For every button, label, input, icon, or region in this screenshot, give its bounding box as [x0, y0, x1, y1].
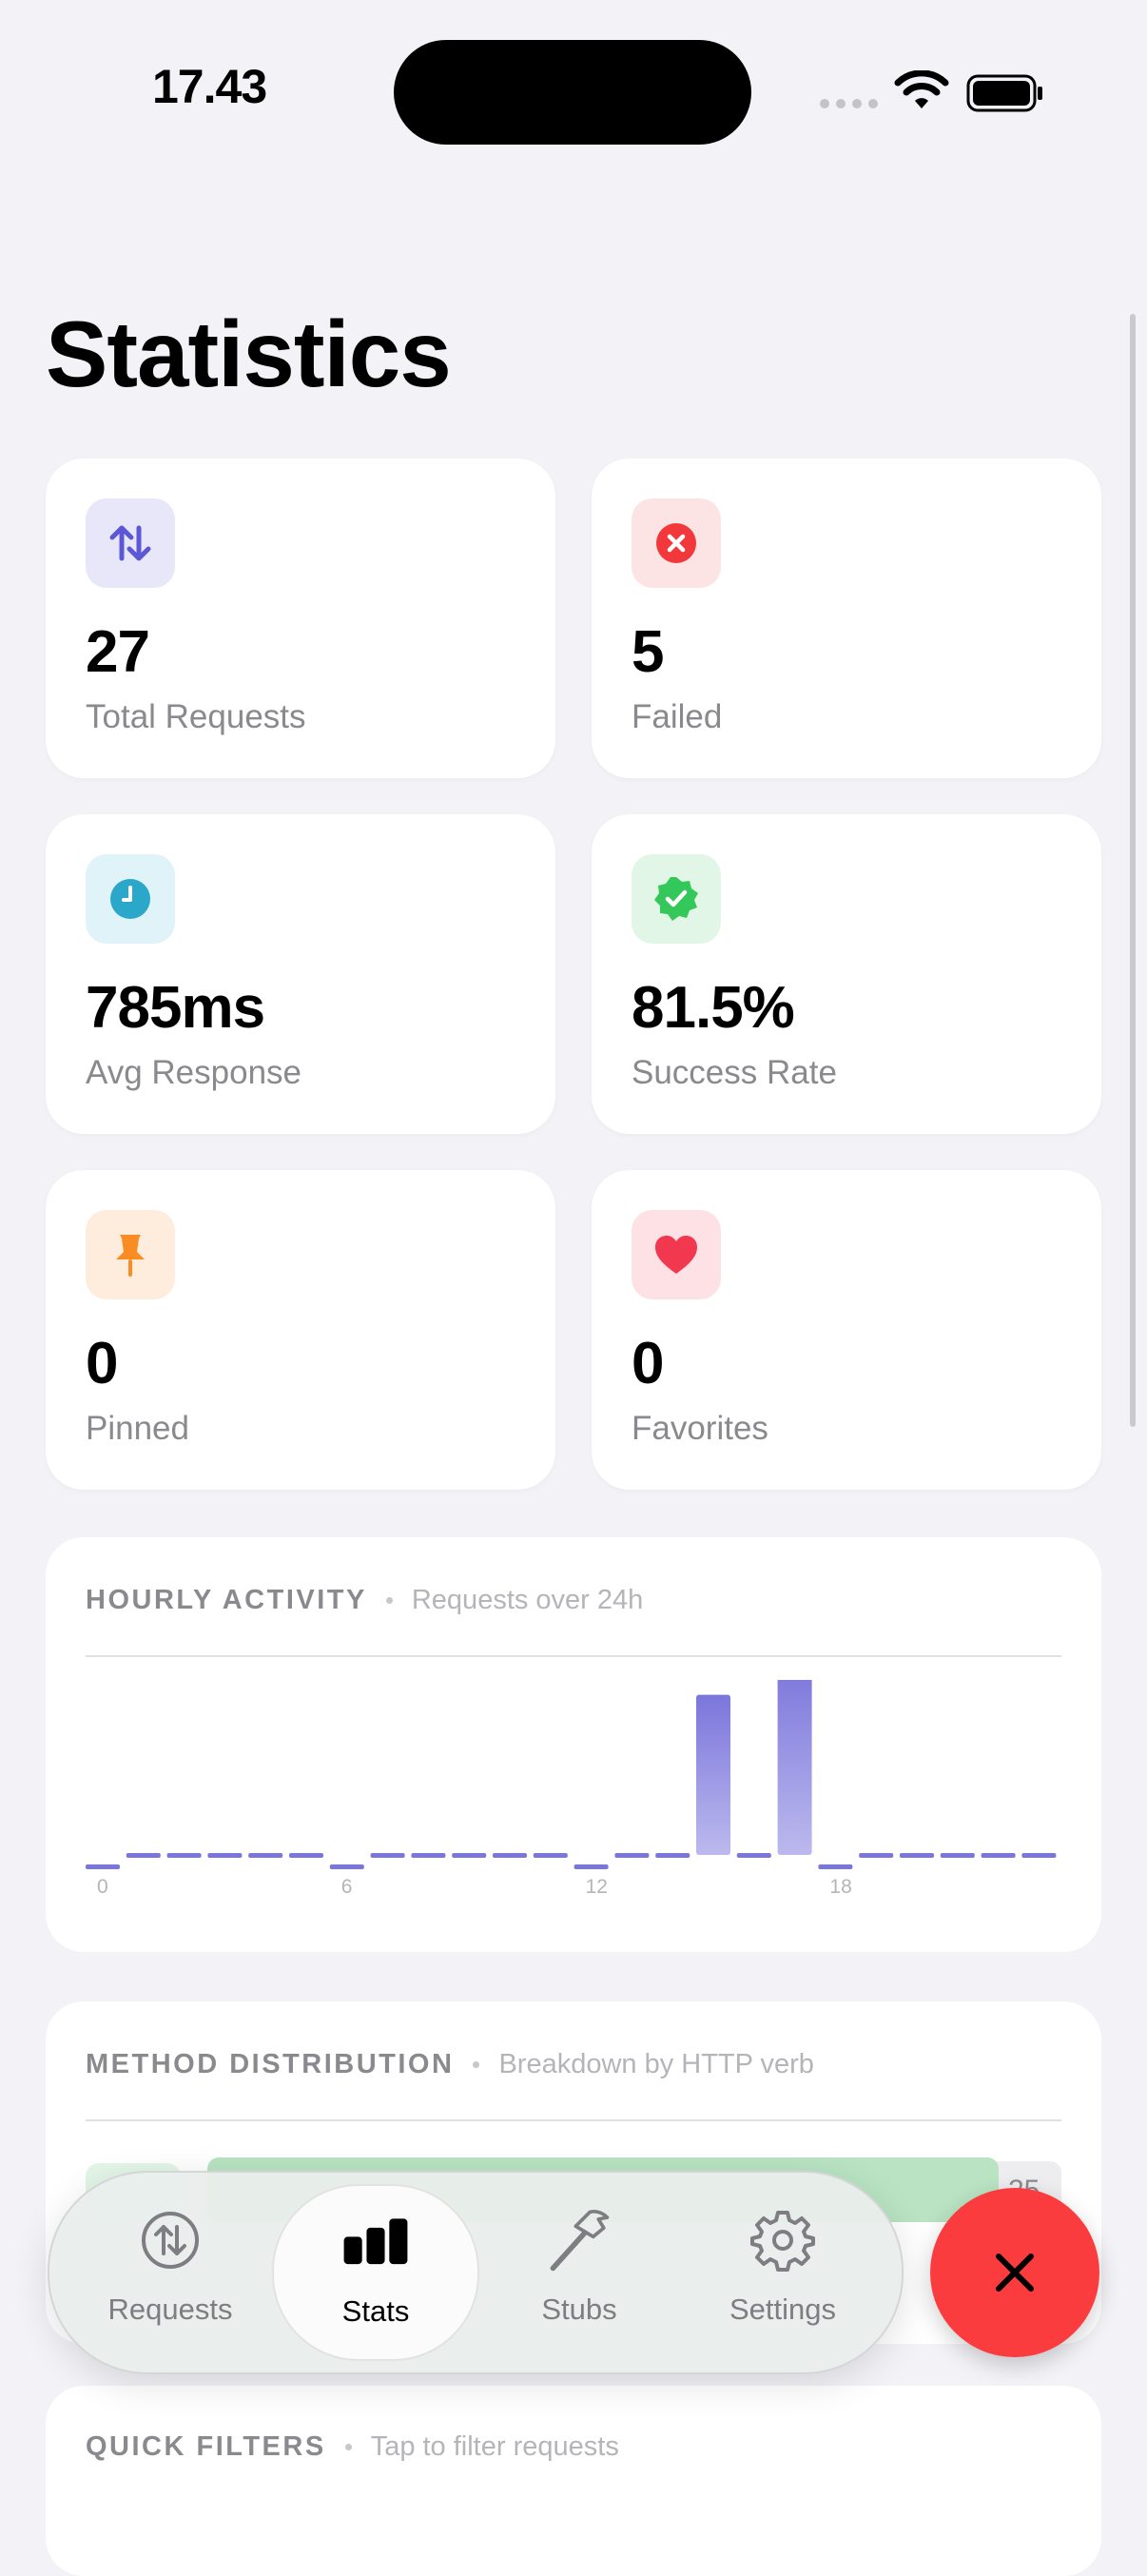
scroll-indicator[interactable] — [1130, 314, 1136, 1427]
hour-bar-9 — [452, 1853, 487, 1858]
stat-card-pinned[interactable]: 0 Pinned — [46, 1170, 555, 1490]
clock-icon — [86, 854, 175, 944]
stat-value: 5 — [632, 619, 664, 685]
arrows-up-down-icon — [86, 498, 175, 588]
hour-bar-11 — [533, 1853, 568, 1858]
hour-bar-16 — [736, 1853, 771, 1858]
hour-bar-13 — [614, 1853, 650, 1858]
tab-label: Stubs — [541, 2293, 617, 2326]
divider — [86, 1655, 1061, 1657]
hour-bar-1 — [126, 1853, 161, 1858]
hour-bar-22 — [981, 1853, 1016, 1858]
close-button[interactable] — [930, 2188, 1099, 2357]
page-title: Statistics — [46, 302, 452, 406]
tab-label: Requests — [107, 2293, 233, 2326]
hour-bar-12 — [574, 1864, 609, 1869]
stat-value: 0 — [86, 1331, 118, 1396]
hour-bar-2 — [166, 1853, 202, 1858]
panel-title: HOURLY ACTIVITY — [86, 1585, 367, 1615]
tab-stubs[interactable]: Stubs — [477, 2184, 681, 2357]
arrows-circle-icon — [137, 2209, 204, 2272]
bar-chart-icon — [342, 2211, 409, 2274]
hour-bar-21 — [940, 1853, 975, 1858]
stat-card-avg-response[interactable]: 785ms Avg Response — [46, 814, 555, 1134]
separator-dot — [473, 2061, 480, 2068]
hour-bar-0 — [86, 1864, 120, 1869]
panel-subtitle: Requests over 24h — [411, 1585, 644, 1615]
stat-value: 27 — [86, 619, 150, 685]
panel-header: QUICK FILTERS Tap to filter requests — [86, 2431, 619, 2463]
x-tick-label: 18 — [829, 1876, 851, 1898]
hour-bar-17 — [777, 1680, 812, 1855]
stat-card-favorites[interactable]: 0 Favorites — [592, 1170, 1101, 1490]
hour-bar-19 — [859, 1853, 894, 1858]
hourly-activity-panel: HOURLY ACTIVITY Requests over 24h 0 6 12 18 — [46, 1537, 1101, 1952]
tab-label: Stats — [341, 2294, 410, 2328]
divider — [86, 2119, 1061, 2121]
checkmark-seal-icon — [632, 854, 721, 944]
stat-value: 81.5% — [632, 975, 795, 1041]
panel-header: HOURLY ACTIVITY Requests over 24h — [86, 1585, 643, 1616]
x-circle-icon — [632, 498, 721, 588]
tab-settings[interactable]: Settings — [681, 2184, 885, 2357]
stat-label: Avg Response — [86, 1054, 302, 1091]
x-tick-label: 12 — [586, 1876, 608, 1898]
tab-bar: Requests Stats Stubs — [48, 2171, 904, 2374]
hour-bar-6 — [329, 1864, 364, 1869]
hour-bar-10 — [493, 1853, 527, 1858]
battery-icon — [966, 74, 1042, 112]
hour-bar-20 — [900, 1853, 934, 1858]
stat-label: Failed — [632, 698, 723, 735]
hour-bar-14 — [655, 1853, 690, 1858]
hour-bar-4 — [248, 1853, 283, 1858]
stat-label: Pinned — [86, 1410, 189, 1447]
hour-bar-7 — [370, 1853, 405, 1858]
pin-icon — [86, 1210, 175, 1299]
hour-bar-5 — [289, 1853, 323, 1858]
stat-label: Favorites — [632, 1410, 768, 1447]
tab-requests[interactable]: Requests — [68, 2184, 272, 2357]
tab-stats[interactable]: Stats — [272, 2184, 479, 2361]
hour-bar-23 — [1021, 1853, 1057, 1858]
dynamic-island — [394, 40, 751, 145]
tab-label: Settings — [729, 2293, 836, 2326]
heart-icon — [632, 1210, 721, 1299]
stat-label: Success Rate — [632, 1054, 837, 1091]
hammer-icon — [546, 2209, 612, 2272]
x-tick-label: 6 — [341, 1876, 353, 1898]
x-tick-label: 0 — [97, 1876, 108, 1898]
gear-icon — [749, 2209, 816, 2272]
hour-bar-3 — [207, 1853, 243, 1858]
quick-filters-panel: QUICK FILTERS Tap to filter requests — [46, 2386, 1101, 2576]
hourly-activity-chart: 0 6 12 18 — [86, 1680, 1057, 1898]
panel-subtitle: Breakdown by HTTP verb — [498, 2049, 814, 2079]
panel-title: METHOD DISTRIBUTION — [86, 2049, 455, 2079]
cellular-signal-icon — [820, 99, 878, 108]
hour-bar-18 — [818, 1864, 853, 1869]
stat-card-total-requests[interactable]: 27 Total Requests — [46, 459, 555, 778]
separator-dot — [344, 2444, 352, 2450]
stat-label: Total Requests — [86, 698, 306, 735]
stat-value: 785ms — [86, 975, 265, 1041]
panel-subtitle: Tap to filter requests — [370, 2431, 619, 2462]
hour-bar-15 — [696, 1694, 730, 1855]
separator-dot — [385, 1597, 393, 1604]
panel-header: METHOD DISTRIBUTION Breakdown by HTTP ve… — [86, 2049, 814, 2080]
wifi-icon — [894, 70, 949, 108]
stat-card-failed[interactable]: 5 Failed — [592, 459, 1101, 778]
close-icon — [996, 2254, 1034, 2292]
hour-bar-8 — [411, 1853, 446, 1858]
stat-value: 0 — [632, 1331, 664, 1396]
panel-title: QUICK FILTERS — [86, 2431, 326, 2462]
status-time: 17.43 — [152, 60, 267, 113]
stat-card-success-rate[interactable]: 81.5% Success Rate — [592, 814, 1101, 1134]
